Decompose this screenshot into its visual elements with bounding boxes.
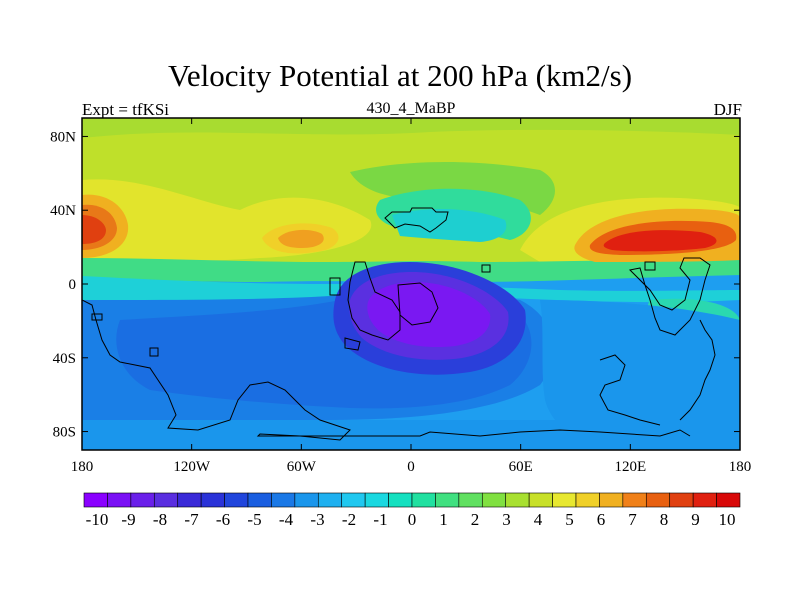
colorbar-label: 4 — [534, 510, 543, 529]
colorbar-label: 0 — [408, 510, 417, 529]
center-string: 430_4_MaBP — [366, 100, 456, 117]
x-tick-label: 120E — [614, 459, 646, 475]
colorbar-label: -7 — [184, 510, 199, 529]
colorbar-swatch — [481, 492, 507, 508]
colorbar-label: -8 — [153, 510, 167, 529]
x-tick-label: 0 — [407, 459, 415, 475]
colorbar-swatch — [645, 492, 671, 508]
colorbar-swatch — [388, 492, 413, 508]
colorbar-label: 1 — [439, 510, 448, 529]
colorbar-swatch — [716, 492, 741, 508]
colorbar-swatch — [107, 492, 132, 508]
colorbar-label: -5 — [247, 510, 261, 529]
coastlines — [82, 207, 716, 441]
colorbar-label: -2 — [342, 510, 356, 529]
colorbar-swatch — [622, 492, 647, 508]
colorbar-swatch — [247, 492, 272, 508]
axis-ticks: 180 120W 60W 0 60E 120E 180 80N 40N 0 40S 80S — [50, 118, 751, 475]
colorbar-swatch — [435, 492, 460, 508]
colorbar-swatch — [552, 492, 577, 508]
colorbar-label: -10 — [86, 510, 109, 529]
x-tick-label: 60W — [287, 459, 317, 475]
y-tick-label: 80N — [50, 129, 76, 145]
colorbar: -10 -9 -8 -7 -6 -5 -4 -3 -2 -1 0 1 2 3 4 5 6 7 8 9 10 — [83, 492, 741, 529]
y-tick-label: 80S — [53, 425, 76, 441]
left-string: Expt = tfKSi — [82, 100, 170, 119]
colorbar-label: 7 — [628, 510, 637, 529]
colorbar-swatch — [153, 492, 179, 508]
colorbar-label: -6 — [216, 510, 230, 529]
colorbar-swatch — [294, 492, 319, 508]
colorbar-swatch — [364, 492, 389, 508]
x-tick-label: 120W — [173, 459, 211, 475]
colorbar-label: 5 — [565, 510, 574, 529]
right-string: DJF — [713, 100, 742, 119]
colorbar-label: 10 — [719, 510, 736, 529]
y-tick-label: 40S — [53, 351, 76, 367]
colorbar-swatch — [458, 492, 483, 508]
colorbar-swatch — [692, 492, 717, 508]
colorbar-label: 2 — [471, 510, 480, 529]
x-tick-label: 60E — [509, 459, 533, 475]
x-tick-label: 180 — [729, 459, 752, 475]
colorbar-label: 3 — [502, 510, 511, 529]
colorbar-swatch — [83, 492, 108, 508]
colorbar-swatch — [224, 492, 249, 508]
colorbar-swatch — [317, 492, 343, 508]
colorbar-swatch — [505, 492, 530, 508]
colorbar-label: 8 — [660, 510, 669, 529]
colorbar-label: 6 — [597, 510, 606, 529]
y-tick-label: 40N — [50, 203, 76, 219]
colorbar-swatch — [575, 492, 600, 508]
colorbar-label: -1 — [373, 510, 387, 529]
colorbar-swatch — [130, 492, 155, 508]
colorbar-label: 9 — [691, 510, 700, 529]
colorbar-swatch — [411, 492, 436, 508]
colorbar-swatch — [271, 492, 296, 508]
colorbar-swatch — [669, 492, 694, 508]
contour-field — [82, 118, 740, 450]
colorbar-swatch — [599, 492, 624, 508]
chart-title: Velocity Potential at 200 hPa (km2/s) — [167, 58, 633, 93]
colorbar-swatch — [341, 492, 366, 508]
colorbar-label: -4 — [279, 510, 294, 529]
colorbar-label: -9 — [121, 510, 135, 529]
colorbar-swatch — [528, 492, 553, 508]
colorbar-label: -3 — [310, 510, 324, 529]
colorbar-swatch — [177, 492, 202, 508]
colorbar-swatch — [200, 492, 225, 508]
x-tick-label: 180 — [71, 459, 94, 475]
y-tick-label: 0 — [69, 277, 77, 293]
